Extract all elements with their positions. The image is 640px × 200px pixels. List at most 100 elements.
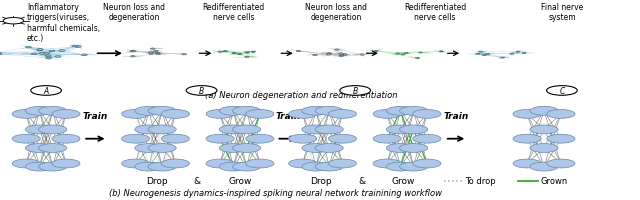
- Circle shape: [399, 162, 428, 171]
- Circle shape: [135, 162, 163, 171]
- Circle shape: [327, 53, 332, 55]
- Circle shape: [513, 135, 541, 143]
- Circle shape: [156, 53, 160, 54]
- Circle shape: [148, 144, 176, 153]
- Circle shape: [530, 125, 558, 134]
- Circle shape: [52, 159, 80, 168]
- Circle shape: [122, 110, 150, 119]
- Circle shape: [413, 135, 441, 143]
- Circle shape: [387, 107, 415, 116]
- Circle shape: [182, 54, 186, 56]
- Circle shape: [223, 51, 227, 53]
- Text: Drop: Drop: [146, 177, 168, 185]
- Circle shape: [135, 107, 163, 116]
- Circle shape: [49, 51, 55, 53]
- Circle shape: [302, 162, 330, 171]
- Circle shape: [413, 110, 441, 119]
- Circle shape: [59, 50, 65, 52]
- Circle shape: [340, 86, 371, 96]
- Circle shape: [335, 50, 339, 51]
- Circle shape: [373, 135, 401, 143]
- Circle shape: [302, 107, 330, 116]
- Circle shape: [122, 159, 150, 168]
- Circle shape: [289, 110, 317, 119]
- Circle shape: [289, 159, 317, 168]
- Circle shape: [26, 47, 31, 49]
- Text: Inflammatory
triggers(viruses,
harmful chemicals,
etc.): Inflammatory triggers(viruses, harmful c…: [27, 3, 100, 43]
- Circle shape: [415, 58, 419, 59]
- Circle shape: [12, 159, 40, 168]
- Circle shape: [479, 52, 483, 53]
- Circle shape: [38, 144, 67, 153]
- Circle shape: [156, 54, 161, 55]
- Circle shape: [161, 110, 189, 119]
- Circle shape: [39, 53, 45, 55]
- Circle shape: [440, 52, 444, 53]
- Circle shape: [206, 159, 234, 168]
- Circle shape: [12, 110, 40, 119]
- Circle shape: [387, 144, 415, 153]
- Circle shape: [483, 55, 486, 56]
- Circle shape: [328, 110, 356, 119]
- Circle shape: [232, 107, 260, 116]
- Circle shape: [135, 125, 163, 134]
- Text: Grown: Grown: [540, 177, 568, 185]
- Circle shape: [52, 135, 80, 143]
- Circle shape: [237, 54, 242, 55]
- Circle shape: [399, 125, 428, 134]
- Circle shape: [232, 53, 236, 55]
- Circle shape: [3, 18, 24, 25]
- Circle shape: [12, 135, 40, 143]
- Circle shape: [339, 54, 343, 55]
- Circle shape: [513, 159, 541, 168]
- Circle shape: [399, 107, 428, 116]
- Circle shape: [328, 159, 356, 168]
- Circle shape: [516, 52, 520, 53]
- Circle shape: [52, 110, 80, 119]
- Text: &: &: [358, 177, 365, 185]
- Circle shape: [289, 135, 317, 143]
- Circle shape: [135, 144, 163, 153]
- Text: Redifferentiated
nerve cells: Redifferentiated nerve cells: [202, 3, 265, 22]
- Circle shape: [343, 55, 348, 56]
- Circle shape: [0, 54, 2, 56]
- Circle shape: [220, 162, 248, 171]
- Circle shape: [76, 46, 81, 48]
- Circle shape: [399, 144, 428, 153]
- Circle shape: [38, 125, 67, 134]
- Circle shape: [396, 54, 399, 55]
- Circle shape: [36, 50, 43, 51]
- Circle shape: [45, 58, 52, 60]
- Circle shape: [131, 56, 135, 58]
- Circle shape: [313, 55, 317, 56]
- Circle shape: [373, 110, 401, 119]
- Circle shape: [328, 135, 356, 143]
- Circle shape: [387, 162, 415, 171]
- Text: (a) Neuron degeneration and redifferentiation: (a) Neuron degeneration and redifferenti…: [205, 91, 397, 99]
- Circle shape: [413, 159, 441, 168]
- Circle shape: [510, 54, 514, 55]
- Circle shape: [246, 135, 274, 143]
- Circle shape: [246, 110, 274, 119]
- Circle shape: [547, 110, 575, 119]
- Circle shape: [500, 58, 504, 59]
- Circle shape: [122, 135, 150, 143]
- Circle shape: [220, 144, 248, 153]
- Circle shape: [26, 107, 54, 116]
- Text: A: A: [44, 87, 49, 95]
- Text: B: B: [353, 87, 358, 95]
- Circle shape: [530, 144, 558, 153]
- Circle shape: [387, 125, 415, 134]
- Circle shape: [522, 53, 526, 54]
- Circle shape: [547, 159, 575, 168]
- Circle shape: [206, 135, 234, 143]
- Circle shape: [44, 53, 49, 55]
- Text: Neuron loss and
degeneration: Neuron loss and degeneration: [104, 3, 165, 22]
- Circle shape: [530, 162, 558, 171]
- Circle shape: [302, 144, 330, 153]
- Circle shape: [154, 51, 158, 53]
- Circle shape: [38, 162, 67, 171]
- Text: Neuron loss and
degeneration: Neuron loss and degeneration: [305, 3, 367, 22]
- Circle shape: [360, 55, 364, 56]
- Circle shape: [245, 53, 250, 54]
